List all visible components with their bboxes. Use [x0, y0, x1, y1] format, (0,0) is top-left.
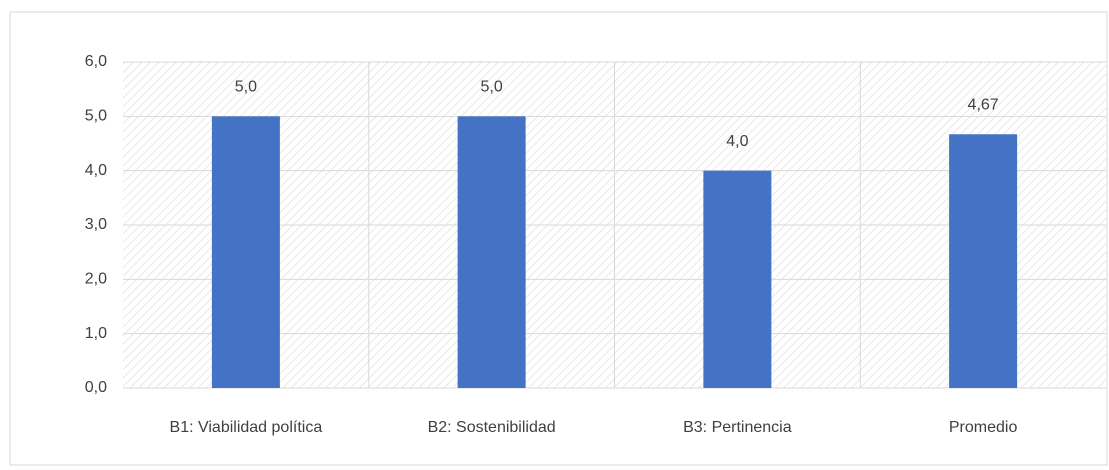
data-label: 4,67 [968, 96, 999, 113]
data-label: 4,0 [726, 133, 748, 150]
bar [457, 116, 526, 388]
y-tick-label: 1,0 [85, 325, 107, 342]
x-tick-label: B2: Sostenibilidad [428, 419, 556, 436]
data-label: 5,0 [481, 79, 503, 96]
bar [211, 116, 280, 388]
bar [949, 134, 1018, 388]
x-tick-label: Promedio [949, 419, 1018, 436]
x-tick-label: B1: Viabilidad política [170, 419, 323, 436]
bar [703, 170, 772, 388]
x-tick-label: B3: Pertinencia [683, 419, 792, 436]
y-tick-label: 3,0 [85, 216, 107, 233]
y-tick-label: 4,0 [85, 162, 107, 179]
y-tick-label: 0,0 [85, 379, 107, 396]
y-tick-label: 2,0 [85, 271, 107, 288]
y-tick-label: 5,0 [85, 108, 107, 125]
data-label: 5,0 [235, 79, 257, 96]
y-tick-label: 6,0 [85, 53, 107, 70]
